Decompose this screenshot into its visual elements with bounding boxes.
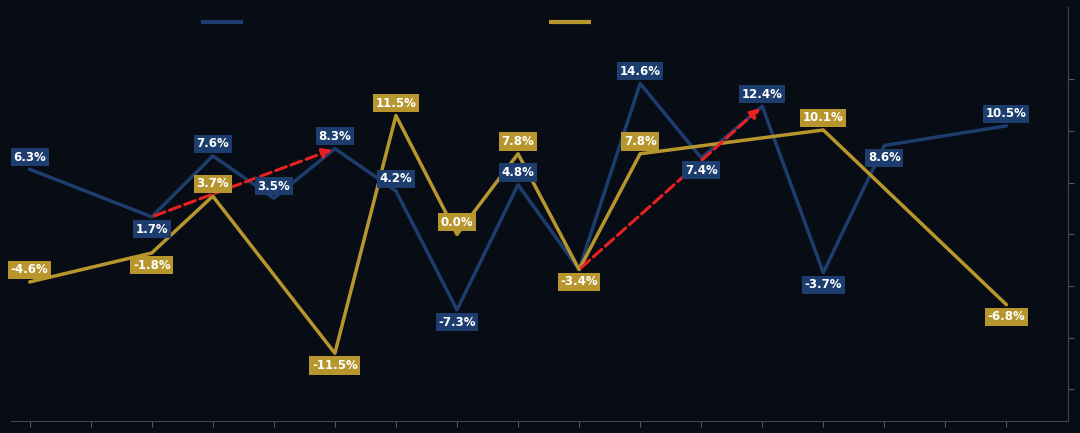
- Text: -7.3%: -7.3%: [438, 316, 475, 329]
- Text: 12.4%: 12.4%: [742, 87, 783, 100]
- Text: -6.8%: -6.8%: [987, 310, 1025, 323]
- Text: 3.5%: 3.5%: [257, 180, 291, 193]
- Text: 10.1%: 10.1%: [802, 111, 843, 124]
- Text: -11.5%: -11.5%: [312, 359, 357, 372]
- Text: 7.8%: 7.8%: [624, 135, 657, 148]
- Text: 10.5%: 10.5%: [986, 107, 1027, 120]
- Text: -3.4%: -3.4%: [561, 275, 598, 288]
- Text: 11.5%: 11.5%: [376, 97, 417, 110]
- Text: 6.3%: 6.3%: [13, 151, 46, 164]
- Text: 4.2%: 4.2%: [379, 172, 413, 185]
- Text: -3.4%: -3.4%: [561, 275, 598, 288]
- Text: -1.8%: -1.8%: [133, 259, 171, 271]
- Text: 7.8%: 7.8%: [501, 135, 535, 148]
- Text: 7.4%: 7.4%: [685, 164, 717, 177]
- Text: -3.7%: -3.7%: [805, 278, 842, 291]
- Text: 7.6%: 7.6%: [197, 137, 229, 150]
- Text: 4.8%: 4.8%: [501, 166, 535, 179]
- Text: 14.6%: 14.6%: [620, 65, 661, 78]
- Text: 0.0%: 0.0%: [441, 216, 473, 229]
- Text: 8.6%: 8.6%: [868, 151, 901, 164]
- Text: 1.7%: 1.7%: [135, 223, 168, 236]
- Text: 8.3%: 8.3%: [319, 130, 351, 143]
- Text: -4.6%: -4.6%: [11, 263, 49, 276]
- Text: 3.7%: 3.7%: [197, 178, 229, 191]
